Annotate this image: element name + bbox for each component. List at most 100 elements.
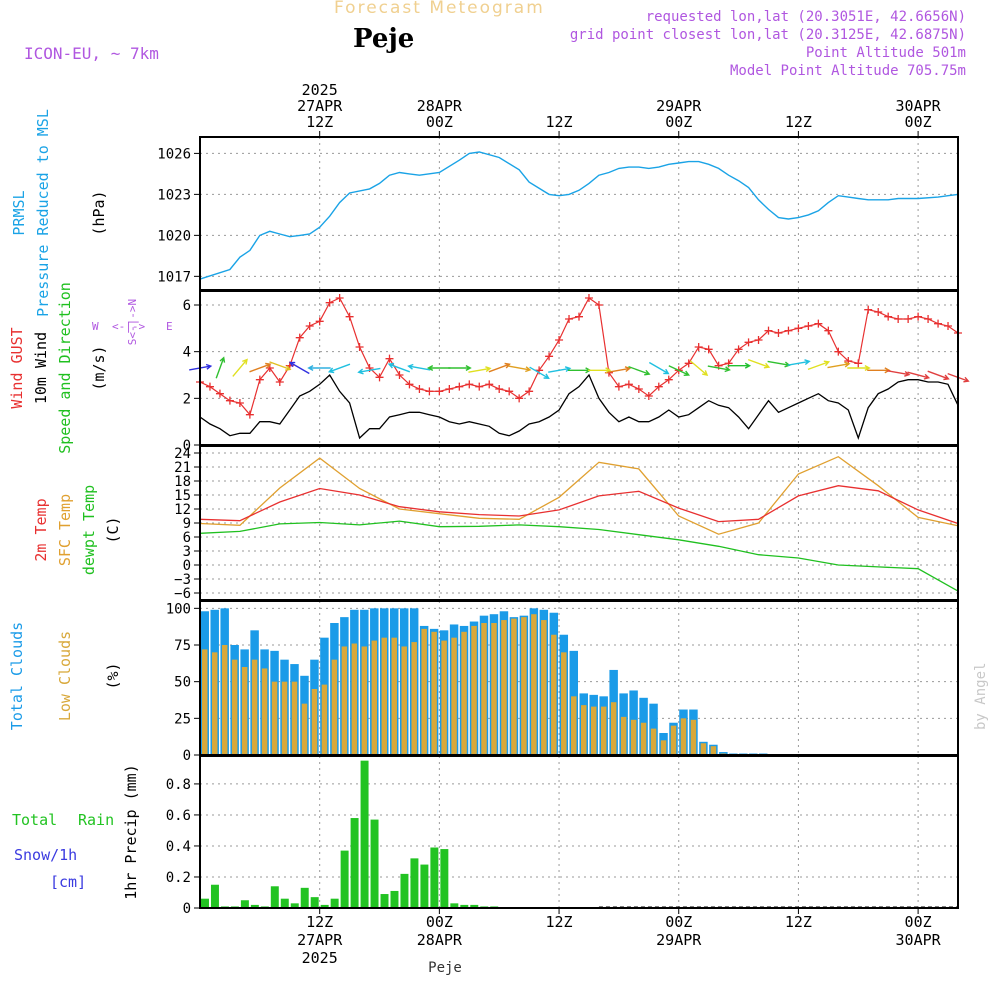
bottom-time-label: 30APR: [896, 931, 942, 949]
precip-bar: [360, 760, 369, 908]
low-cloud-bar: [391, 637, 397, 755]
y-tick-label: 6: [183, 298, 191, 314]
wind-gust-marker: [884, 312, 893, 321]
wind-direction-arrow: [468, 366, 492, 373]
low-cloud-bar: [241, 667, 248, 755]
low-cloud-bar: [221, 645, 228, 755]
panel-frame: [199, 755, 959, 909]
wind-direction-arrow: [867, 367, 891, 374]
wind-gust-marker: [664, 375, 673, 384]
precip-bar: [410, 858, 419, 908]
low-cloud-bar: [311, 689, 318, 755]
precip-bar: [340, 850, 349, 908]
wind-gust-marker: [205, 382, 214, 391]
wind-gust-marker: [465, 380, 474, 389]
low-cloud-bar: [441, 640, 447, 755]
low-cloud-bar: [411, 642, 417, 755]
compass-east-label: E: [166, 320, 173, 333]
location-title: Peje: [353, 24, 415, 54]
wind-direction-arrow: [827, 361, 851, 369]
top-time-label: 12Z: [546, 113, 573, 131]
wind-gust-marker: [654, 382, 663, 391]
wind-gust-marker: [215, 389, 224, 398]
low-cloud-bar: [321, 684, 328, 755]
precip-bar: [450, 903, 459, 908]
wind-direction-arrow: [307, 364, 331, 372]
wind-gust-marker: [694, 343, 703, 351]
low-cloud-bar: [281, 681, 288, 755]
y-tick-label: 25: [174, 711, 191, 727]
bottom-time-label: 27APR: [297, 931, 343, 949]
wind-direction-arrow: [407, 363, 431, 371]
wind-direction-arrow: [747, 358, 771, 369]
y-tick-label: 4: [183, 345, 191, 361]
clouds-unit-label: (%): [104, 662, 122, 689]
wind-gust-marker: [894, 315, 903, 323]
wind-direction-arrow: [568, 367, 592, 374]
wind-direction-arrow: [807, 360, 831, 371]
precip-bar: [270, 886, 279, 908]
low-cloud-bar: [541, 620, 547, 755]
wind-direction-label: Speed and Direction: [56, 282, 74, 454]
low-cloud-bar: [331, 659, 338, 755]
pressure-line: [199, 151, 959, 280]
low-cloud-bar: [202, 649, 208, 755]
temp-2m-label: 2m Temp: [32, 498, 50, 561]
wind-gust-marker: [624, 380, 633, 389]
wind-gust-marker: [914, 312, 923, 321]
wind-gust-marker: [565, 315, 574, 323]
wind-direction-arrow: [847, 364, 871, 372]
wind-unit-label: (m/s): [90, 345, 108, 390]
wind-gust-marker: [405, 380, 414, 389]
compass-west-label: W: [92, 320, 99, 333]
low-cloud-bar: [301, 703, 308, 755]
dewpt-temp-label: dewpt Temp: [80, 485, 98, 575]
wind-gust-marker: [275, 378, 284, 386]
pressure-label: PRMSL: [10, 190, 28, 235]
y-tick-label: 0: [183, 901, 191, 917]
y-tick-label: 3: [183, 544, 191, 560]
wind-gust-marker: [245, 410, 254, 419]
low-clouds-label: Low Clouds: [56, 631, 74, 721]
precip-bar: [380, 894, 389, 908]
low-cloud-bar: [421, 628, 427, 755]
wind-gust-marker: [834, 347, 843, 356]
precip-bar: [320, 904, 329, 908]
low-cloud-bar: [371, 640, 378, 755]
gridpoint-coords: grid point closest lon,lat (20.3125E, 42…: [569, 27, 966, 43]
bottom-time-label: 29APR: [656, 931, 702, 949]
low-cloud-bar: [650, 728, 657, 755]
bottom-time-label: 12Z: [546, 913, 573, 931]
pressure-long-label: Pressure Reduced to MSL: [34, 109, 52, 317]
wind-gust-marker: [864, 305, 873, 314]
precip-bar: [400, 873, 409, 908]
low-cloud-bar: [590, 706, 597, 755]
wind-gust-marker: [575, 312, 583, 321]
top-time-label: 29APR: [656, 97, 702, 115]
wind-gust-marker: [734, 345, 743, 354]
wind-gust-marker: [255, 375, 264, 384]
low-cloud-bar: [261, 668, 268, 755]
top-time-label: 00Z: [905, 113, 932, 131]
bottom-time-label: 12Z: [306, 913, 333, 931]
wind-gust-marker: [325, 298, 334, 307]
wind-gust-marker: [415, 385, 424, 393]
snow-label: Snow/1h: [14, 846, 77, 864]
precip-bar: [240, 900, 249, 908]
wind-gust-marker: [854, 359, 863, 368]
wind-direction-arrow: [668, 365, 691, 376]
wind-direction-arrow: [787, 359, 811, 366]
wind-gust-marker: [814, 319, 823, 328]
wind-gust-marker: [824, 326, 833, 335]
y-tick-label: 12: [174, 502, 191, 518]
low-cloud-bar: [581, 705, 587, 755]
low-cloud-bar: [361, 646, 368, 755]
wind-gust-marker: [704, 345, 713, 354]
title: Forecast Meteogram: [334, 0, 545, 18]
precip-bar: [470, 904, 479, 908]
low-cloud-bar: [551, 634, 557, 755]
wind-gust-marker: [395, 371, 404, 379]
y-tick-label: 0.8: [166, 777, 191, 793]
wind-direction-arrow: [727, 362, 752, 369]
y-tick-label: 24: [174, 446, 191, 462]
